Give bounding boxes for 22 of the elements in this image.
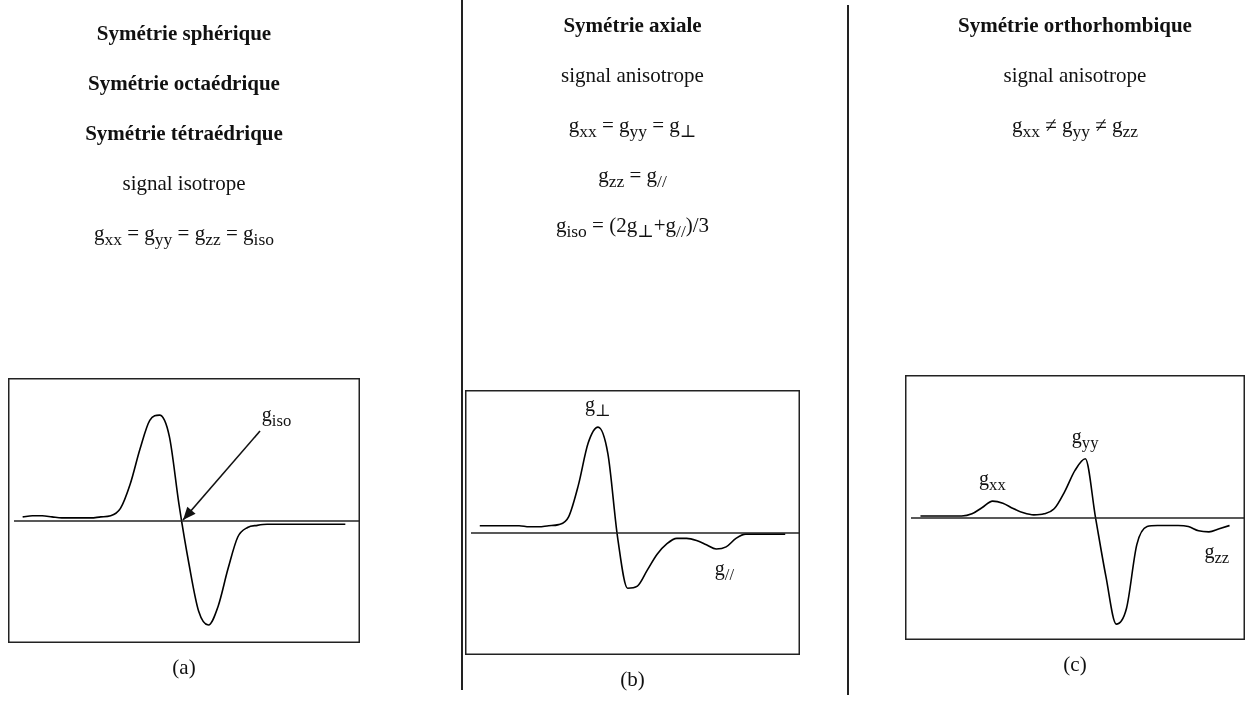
annotation: g$_{zz}$ xyxy=(1204,539,1230,568)
x-axis-title: (a) xyxy=(171,655,197,680)
chart-title: Symétrie axiale xyxy=(562,12,703,39)
annotation: g$_{xx}$ xyxy=(979,467,1006,496)
annotation: g$_{⊥}$ xyxy=(585,393,611,422)
chart-subtitle: signal anisotrope xyxy=(560,62,705,89)
text: g$_{zz}$ = g$_{//}$ xyxy=(597,162,668,194)
x-axis-title: (c) xyxy=(1062,652,1088,677)
chart-subtitle: signal anisotrope xyxy=(1002,62,1148,89)
annotation: g$_{yy}$ xyxy=(1071,424,1099,453)
chart-subtitle: Symétrie octaédrique xyxy=(87,70,281,97)
text: g$_{xx}$ = g$_{yy}$ = g$_{zz}$ = g$_{iso}$ xyxy=(93,220,275,252)
x-axis-title: (b) xyxy=(619,667,646,692)
chart-title: Symétrie sphérique xyxy=(95,20,273,47)
text: signal isotrope xyxy=(121,170,247,197)
annotation: g$_{iso}$ xyxy=(261,403,292,432)
text: g$_{xx}$ = g$_{yy}$ = g$_{⊥}$ xyxy=(567,112,698,144)
chart-title: Symétrie orthorhombique xyxy=(957,12,1193,39)
text: g$_{iso}$ = (2g$_{⊥}$+g$_{//}$)/3 xyxy=(554,212,711,244)
text: Symétrie tétraédrique xyxy=(84,120,284,147)
annotation: g$_{//}$ xyxy=(714,557,735,585)
text: g$_{xx}$ ≠ g$_{yy}$ ≠ g$_{zz}$ xyxy=(1010,112,1140,144)
